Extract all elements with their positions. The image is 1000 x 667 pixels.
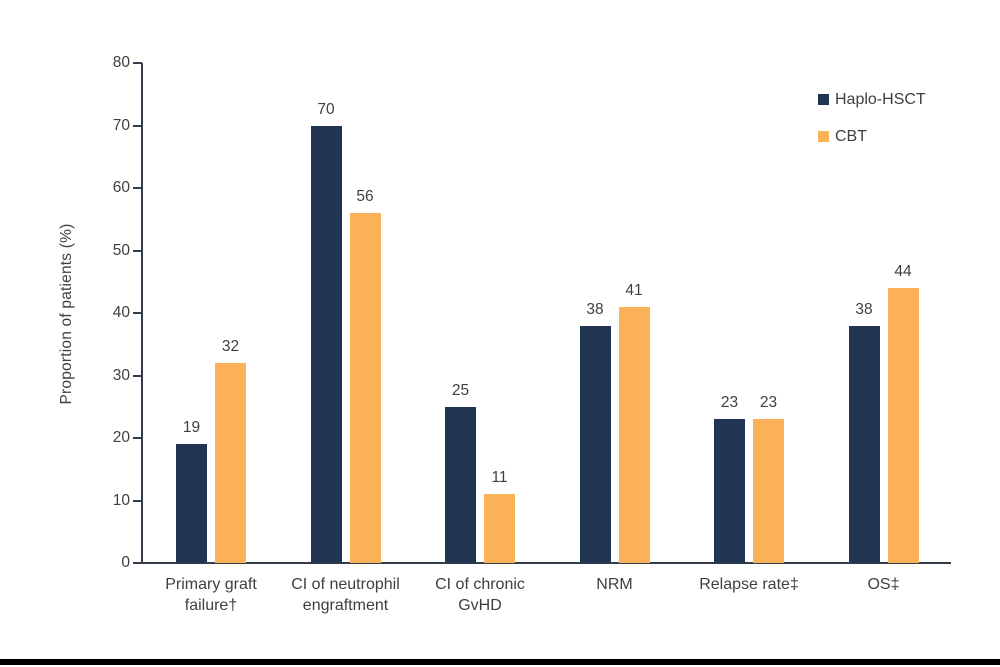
x-category-label: CI of neutrophil engraftment (291, 576, 400, 614)
y-tick-label: 50 (112, 241, 130, 259)
y-tick-mark (133, 562, 142, 564)
bar-haplo-hsct (714, 419, 745, 563)
bar-value-label: 41 (625, 281, 643, 299)
y-tick-mark (133, 124, 142, 127)
bar-cbt (618, 306, 650, 563)
bar-value-label: 25 (451, 381, 470, 399)
bar-haplo-hsct (848, 325, 880, 563)
y-tick-label: 60 (112, 179, 130, 196)
x-category-label: Primary graft failure† (165, 576, 257, 614)
bar-value-label: 70 (317, 100, 335, 118)
y-tick-label: 10 (112, 491, 130, 509)
x-category-label: OS‡ (867, 576, 900, 593)
x-category-label: NRM (596, 576, 633, 593)
legend-item-cbt: CBT (818, 127, 926, 146)
legend-marker-haplo-hsct-icon (818, 94, 829, 105)
legend: Haplo-HSCT CBT (818, 90, 926, 164)
bar-value-label: 38 (855, 300, 873, 318)
bar-value-label: 23 (759, 394, 778, 412)
x-category-label: Relapse rate‡ (699, 576, 799, 593)
y-tick-label: 20 (112, 429, 130, 446)
y-tick-mark (133, 312, 142, 314)
y-axis-line (141, 63, 143, 564)
legend-label-haplo-hsct: Haplo-HSCT (835, 90, 926, 108)
y-tick-label: 0 (121, 554, 130, 571)
bar-value-label: 32 (221, 338, 240, 355)
bar-value-label: 56 (356, 188, 374, 205)
bar-value-label: 44 (894, 263, 912, 280)
bar-haplo-hsct (579, 325, 611, 563)
bar-haplo-hsct (445, 406, 476, 563)
bar-cbt (215, 363, 246, 563)
y-tick-mark (133, 437, 142, 439)
bar-value-label: 19 (182, 419, 201, 437)
legend-marker-cbt-icon (818, 131, 829, 142)
legend-label-cbt: CBT (835, 127, 867, 145)
y-tick-label: 80 (112, 54, 130, 71)
bottom-divider-bar (0, 659, 1000, 665)
bar-cbt (753, 419, 784, 563)
y-tick-label: 40 (112, 304, 130, 321)
bar-value-label: 23 (720, 394, 739, 412)
y-tick-label: 30 (112, 366, 130, 384)
y-tick-mark (133, 187, 142, 189)
bar-value-label: 11 (491, 469, 508, 487)
bar-haplo-hsct (176, 444, 207, 563)
legend-item-haplo-hsct: Haplo-HSCT (818, 90, 926, 109)
bar-cbt (484, 494, 515, 563)
bar-cbt (349, 213, 381, 563)
y-tick-label: 70 (112, 116, 130, 134)
y-tick-mark (133, 249, 142, 252)
y-tick-mark (133, 499, 142, 502)
y-tick-mark (133, 62, 142, 64)
y-axis-title: Proportion of patients (%) (58, 223, 75, 405)
bar-haplo-hsct (310, 125, 342, 563)
x-category-label: CI of chronic GvHD (435, 576, 525, 614)
bar-cbt (887, 288, 919, 563)
bar-value-label: 38 (586, 300, 604, 318)
x-axis-line (141, 562, 951, 564)
y-tick-mark (133, 374, 142, 377)
